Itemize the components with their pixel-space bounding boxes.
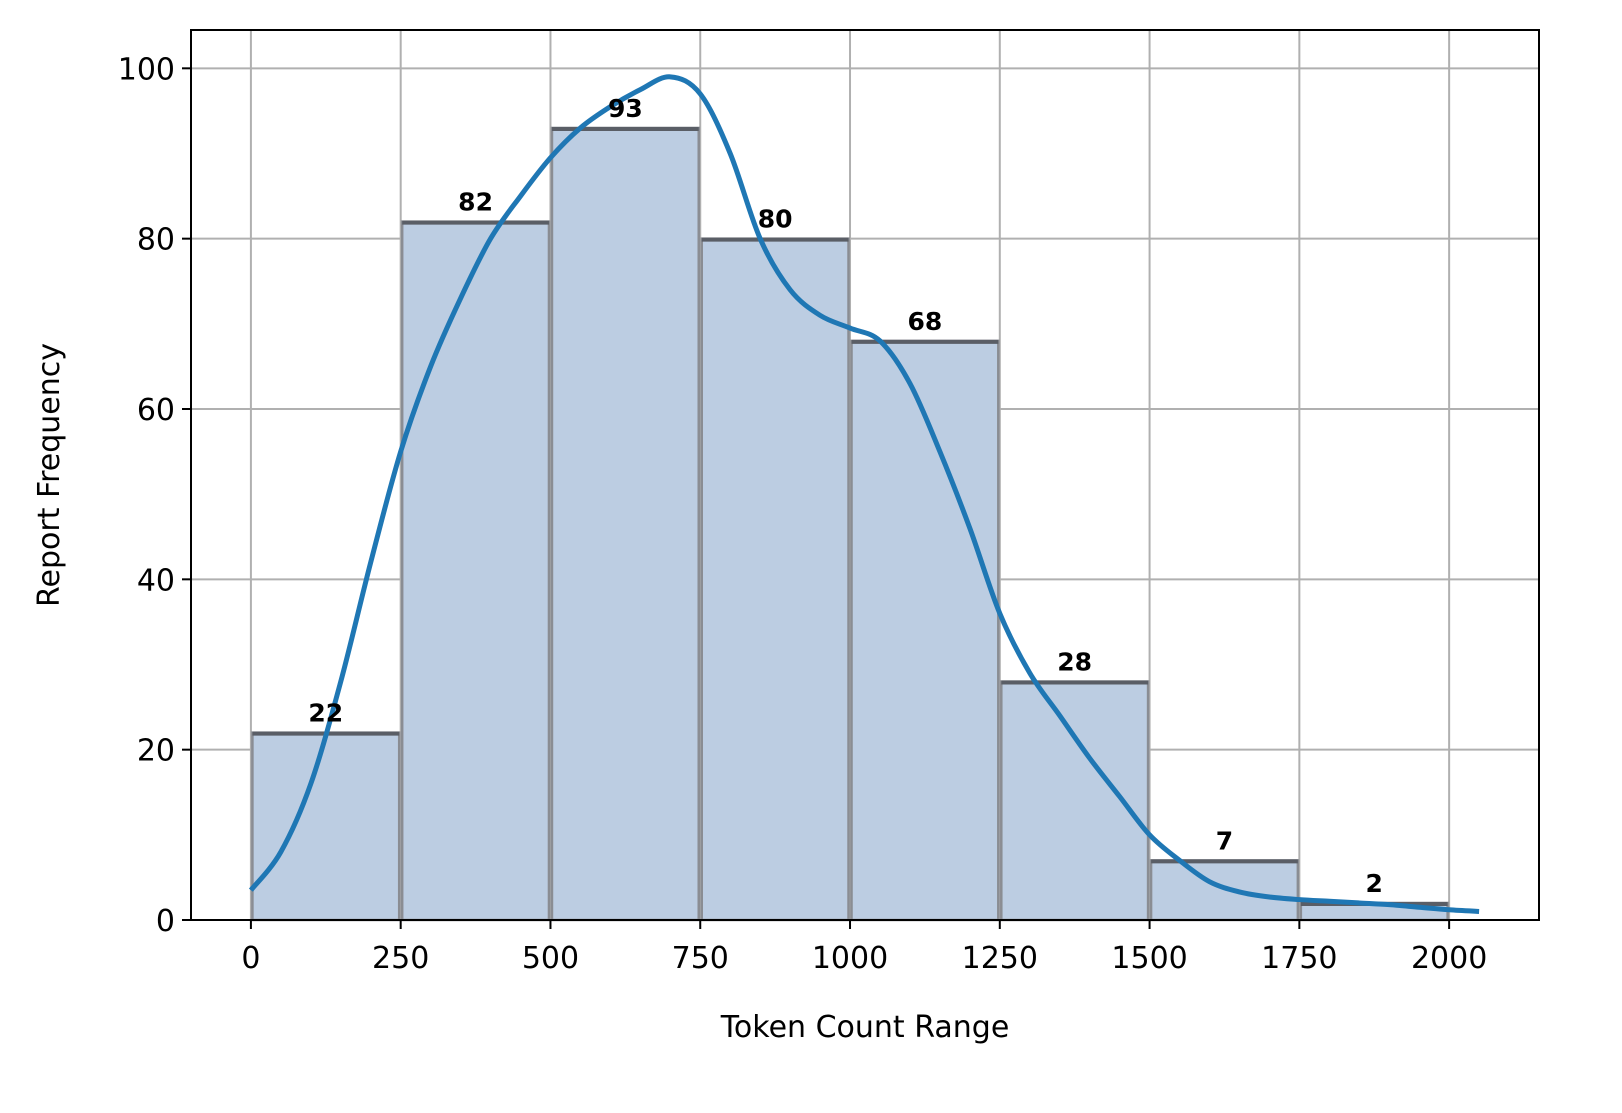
bar-value-label-5: 28 <box>1057 648 1092 677</box>
x-axis-title: Token Count Range <box>720 1010 1010 1045</box>
y-axis-ticks: 0 20 40 60 80 100 <box>118 52 191 939</box>
bar-value-label-1: 82 <box>458 188 493 217</box>
x-tick-label-3: 750 <box>672 941 729 976</box>
density-curve <box>248 74 1480 914</box>
x-tick-label-4: 1000 <box>812 941 888 976</box>
bar-4 <box>850 339 1000 922</box>
x-tick-label-2: 500 <box>522 941 579 976</box>
x-tick-label-1: 250 <box>372 941 429 976</box>
bar-0 <box>251 731 401 922</box>
x-axis-ticks: 0 250 500 750 1000 1250 1500 1750 2000 <box>241 920 1487 976</box>
bar-value-label-7: 2 <box>1366 869 1383 898</box>
bar-value-label-0: 22 <box>308 699 343 728</box>
bar-3 <box>700 237 850 922</box>
bar-labels-group: 22 82 93 80 68 28 7 2 <box>308 94 1383 898</box>
bar-1 <box>400 220 551 922</box>
y-axis-title: Report Frequency <box>32 343 67 607</box>
x-tick-label-5: 1250 <box>962 941 1038 976</box>
y-tick-label-5: 100 <box>118 52 175 87</box>
bar-value-label-3: 80 <box>758 205 793 234</box>
y-tick-label-1: 20 <box>137 734 175 769</box>
bar-value-label-2: 93 <box>608 94 643 123</box>
bars-group <box>251 126 1449 922</box>
bar-value-label-6: 7 <box>1216 826 1233 855</box>
x-tick-label-8: 2000 <box>1411 941 1487 976</box>
x-tick-label-0: 0 <box>241 941 260 976</box>
plot-frame <box>190 29 1540 921</box>
x-tick-label-6: 1500 <box>1111 941 1187 976</box>
bar-5 <box>1000 680 1150 922</box>
y-tick-label-2: 40 <box>137 563 175 598</box>
bar-value-label-4: 68 <box>908 307 943 336</box>
x-tick-label-7: 1750 <box>1261 941 1337 976</box>
y-tick-label-0: 0 <box>156 904 175 939</box>
y-tick-label-3: 60 <box>137 393 175 428</box>
bar-2 <box>550 126 700 922</box>
y-tick-label-4: 80 <box>137 223 175 258</box>
